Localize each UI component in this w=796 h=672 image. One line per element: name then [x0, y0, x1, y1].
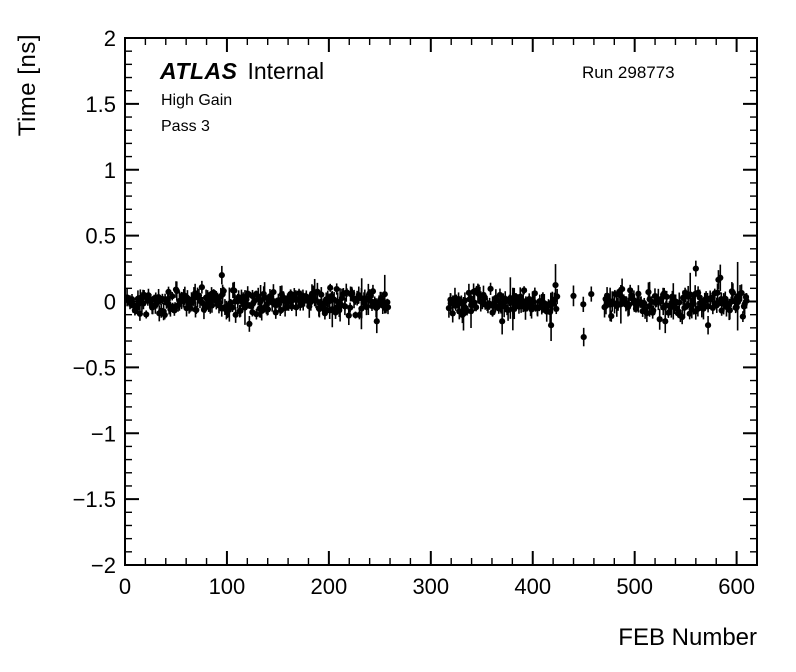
svg-text:0: 0: [119, 574, 131, 599]
pass-label: Pass 3: [161, 118, 210, 135]
svg-text:1: 1: [104, 158, 116, 183]
svg-text:2: 2: [104, 26, 116, 51]
svg-text:600: 600: [718, 574, 755, 599]
atlas-internal-label: Internal: [247, 58, 325, 84]
svg-text:100: 100: [209, 574, 246, 599]
svg-text:−1: −1: [91, 421, 116, 446]
svg-text:1.5: 1.5: [85, 92, 116, 117]
x-axis-title: FEB Number: [618, 624, 757, 651]
atlas-label: ATLAS Internal: [160, 58, 324, 85]
svg-text:400: 400: [514, 574, 551, 599]
svg-text:300: 300: [412, 574, 449, 599]
svg-text:−1.5: −1.5: [73, 487, 116, 512]
svg-text:200: 200: [311, 574, 348, 599]
y-axis-title: Time [ns]: [14, 34, 41, 137]
gain-label: High Gain: [161, 92, 233, 109]
svg-text:0: 0: [104, 290, 116, 315]
svg-text:0.5: 0.5: [85, 224, 116, 249]
svg-text:500: 500: [616, 574, 653, 599]
svg-text:−0.5: −0.5: [73, 355, 116, 380]
svg-text:−2: −2: [91, 553, 116, 578]
atlas-brand: ATLAS: [160, 58, 238, 84]
run-label: Run 298773: [582, 63, 675, 82]
